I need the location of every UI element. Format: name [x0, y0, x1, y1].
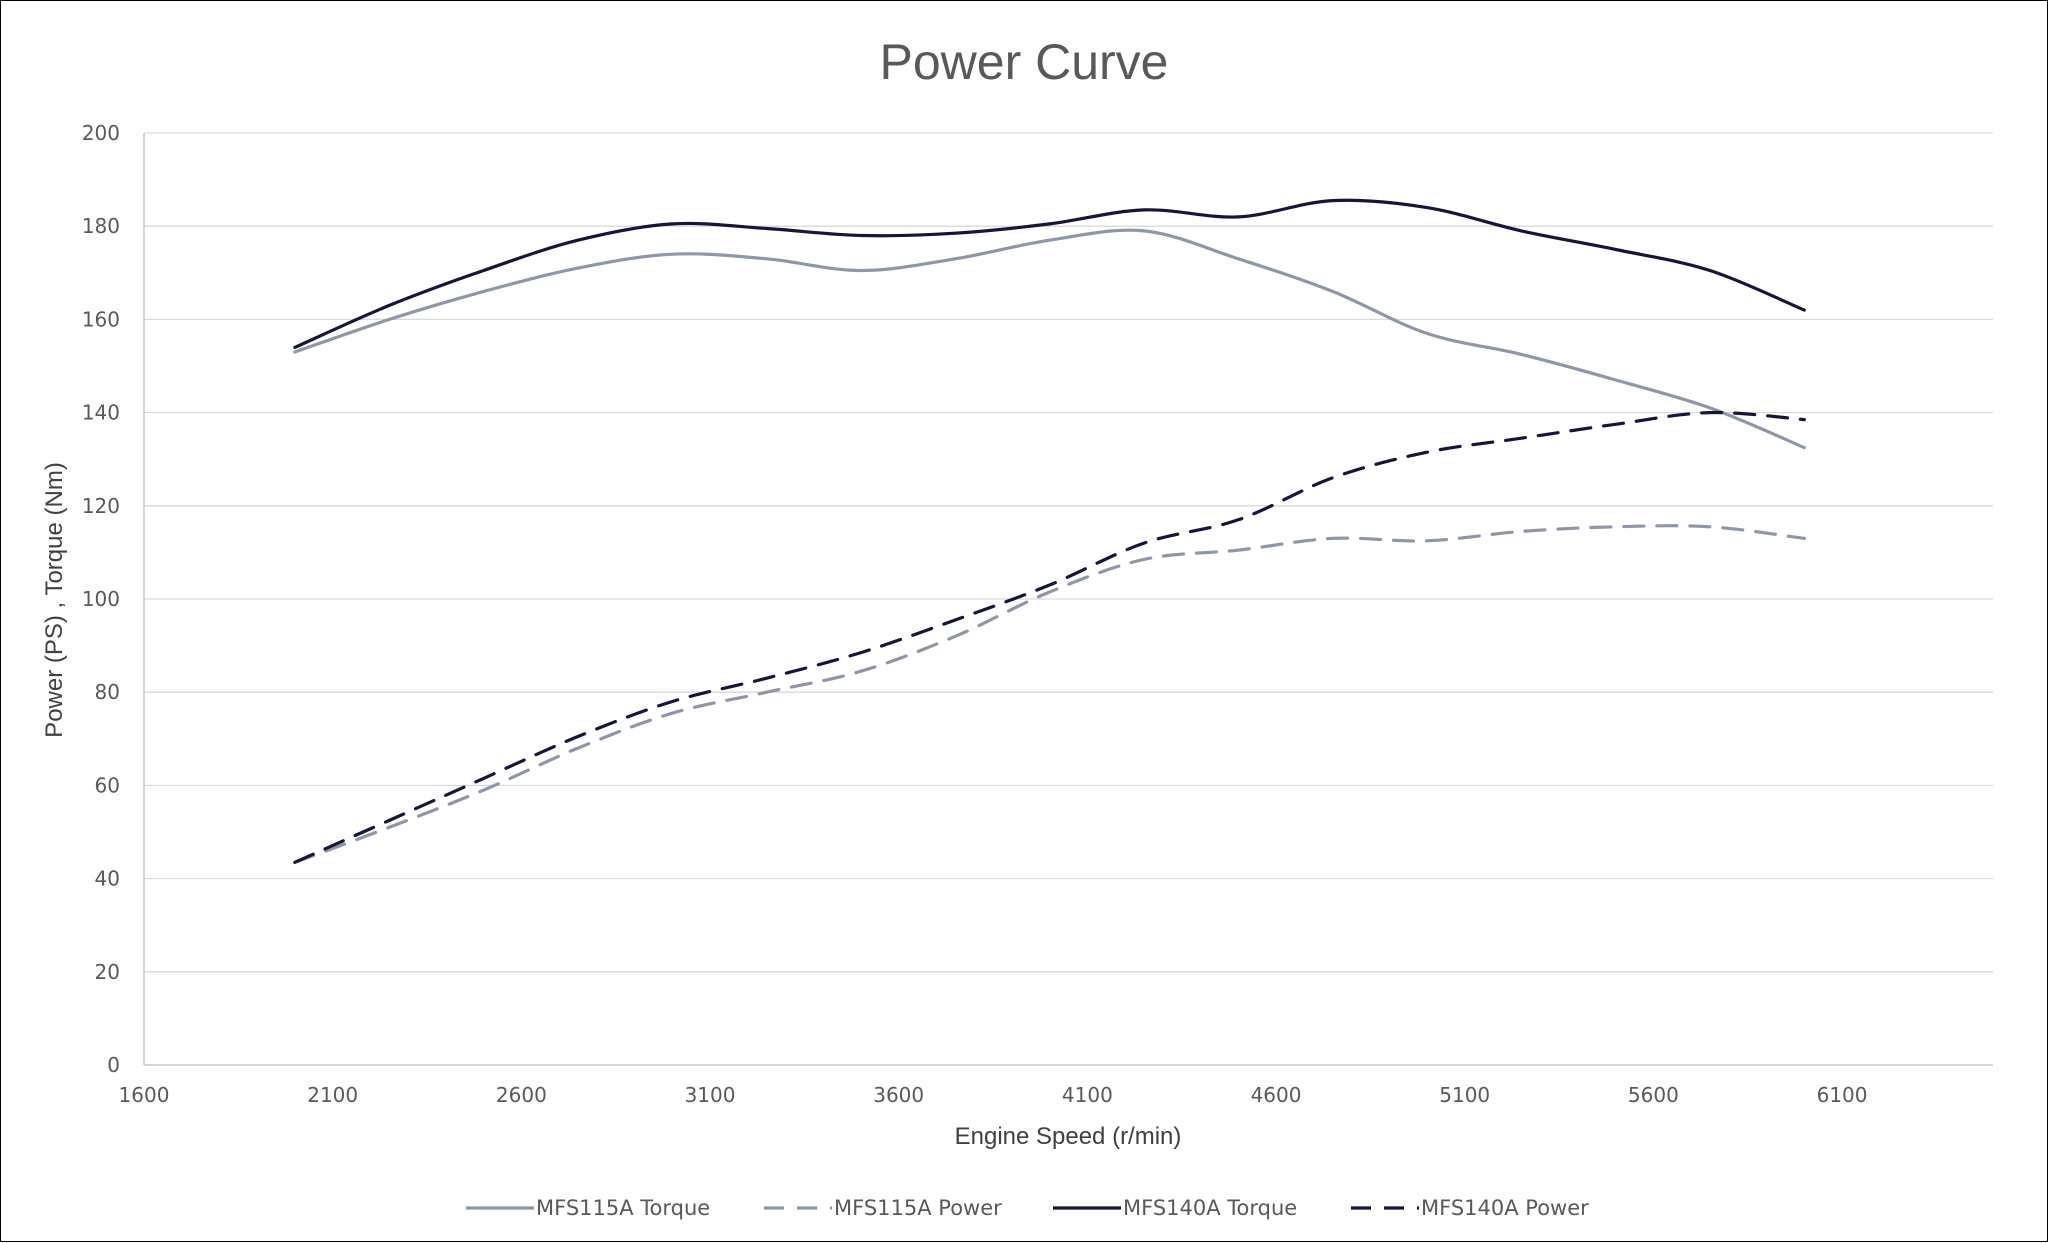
y-tick-label: 120	[82, 494, 120, 518]
series-lines	[293, 198, 1806, 864]
y-tick-label: 80	[95, 680, 120, 704]
series-line-mfs140a-power	[293, 410, 1806, 864]
y-tick-label: 160	[82, 307, 120, 331]
series-line-mfs140a-torque	[293, 198, 1806, 349]
y-tick-label: 100	[82, 587, 120, 611]
y-tick-label: 40	[95, 867, 120, 891]
legend-item-mfs115a-power: MFS115A Power	[764, 1196, 1002, 1220]
series-line-mfs115a-torque	[293, 228, 1806, 450]
y-tick-label: 180	[82, 214, 120, 238]
legend-label: MFS140A Torque	[1123, 1196, 1297, 1220]
y-tick-label: 0	[107, 1053, 120, 1077]
y-tick-label: 20	[95, 960, 120, 984]
x-tick-label: 5100	[1439, 1083, 1490, 1107]
legend-label: MFS115A Power	[834, 1196, 1002, 1220]
legend: MFS115A Torque MFS115A Power MFS140A Torqu…	[466, 1196, 1589, 1220]
legend-label: MFS140A Power	[1421, 1196, 1589, 1220]
y-tick-label: 140	[82, 401, 120, 425]
x-tick-label: 5600	[1628, 1083, 1679, 1107]
legend-item-mfs140a-power: MFS140A Power	[1351, 1196, 1589, 1220]
legend-label: MFS115A Torque	[536, 1196, 710, 1220]
axes: 0 20 40 60 80 100 120 140 160 180 200 1600 2100 2600 3…	[82, 121, 1993, 1107]
x-tick-label: 4100	[1062, 1083, 1113, 1107]
y-tick-label: 60	[95, 773, 120, 797]
x-tick-label: 1600	[119, 1083, 170, 1107]
legend-item-mfs140a-torque: MFS140A Torque	[1053, 1196, 1297, 1220]
x-tick-label: 6100	[1817, 1083, 1868, 1107]
x-tick-label: 2100	[307, 1083, 358, 1107]
series-line-mfs115a-power	[293, 524, 1806, 864]
chart-title: Power Curve	[880, 34, 1169, 90]
x-tick-label: 4600	[1251, 1083, 1302, 1107]
y-tick-label: 200	[82, 121, 120, 145]
x-tick-label: 2600	[496, 1083, 547, 1107]
x-tick-label: 3100	[685, 1083, 736, 1107]
legend-item-mfs115a-torque: MFS115A Torque	[466, 1196, 710, 1220]
x-tick-label: 3600	[873, 1083, 924, 1107]
x-axis-title: Engine Speed (r/min)	[955, 1123, 1182, 1150]
y-axis-title: Power (PS) , Torque (Nm)	[41, 462, 68, 738]
gridlines	[144, 132, 1993, 973]
